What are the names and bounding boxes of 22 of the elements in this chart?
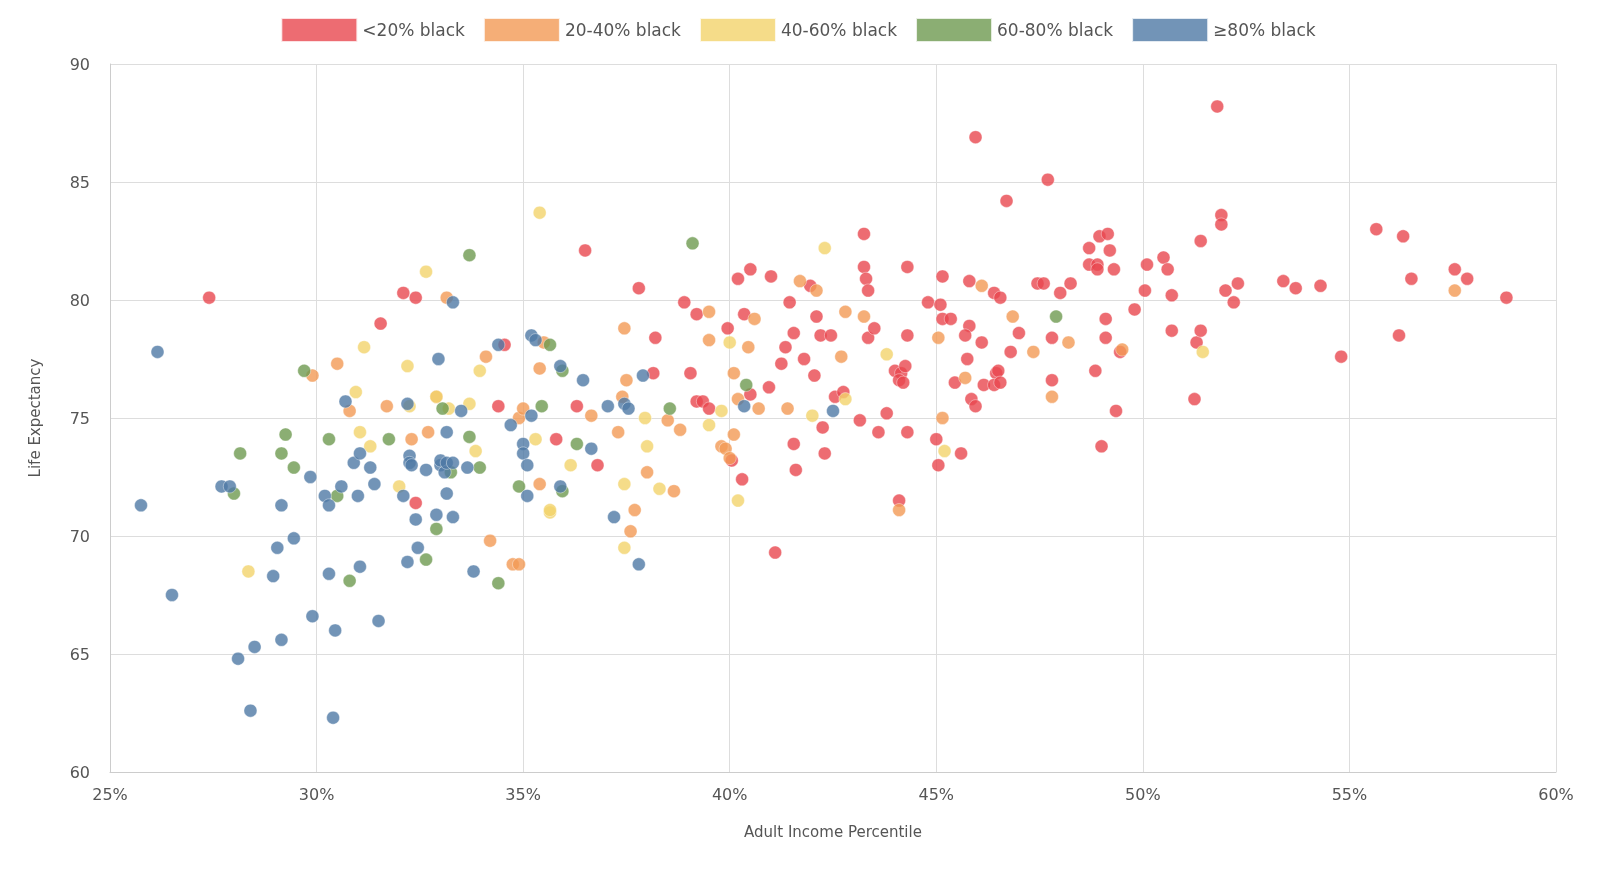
y-tick-label: 75 [69,408,90,428]
x-axis-title: Adult Income Percentile [744,822,922,841]
y-tick-label: 85 [69,172,90,192]
x-tick-label: 60% [1538,784,1574,804]
y-tick-label: 65 [69,644,90,664]
x-tick-label: 45% [918,784,955,804]
legend-label: 60-80% black [997,20,1114,40]
legend-label: <20% black [362,20,466,40]
legend-label: ≥80% black [1213,20,1316,40]
legend-label: 40-60% black [780,20,898,40]
x-tick-label: 35% [505,784,541,804]
x-tick-label: 50% [1125,784,1161,804]
y-tick-label: 80 [69,290,90,310]
y-axis-title: Life Expectancy [25,358,44,478]
x-tick-label: 40% [711,784,748,804]
legend-label: 20-40% black [564,20,682,40]
y-tick-label: 60 [69,762,90,782]
y-tick-label: 90 [69,54,90,74]
x-tick-label: 55% [1331,784,1368,804]
x-tick-label: 25% [92,784,128,804]
y-tick-label: 70 [69,526,90,546]
x-tick-label: 30% [298,784,335,804]
